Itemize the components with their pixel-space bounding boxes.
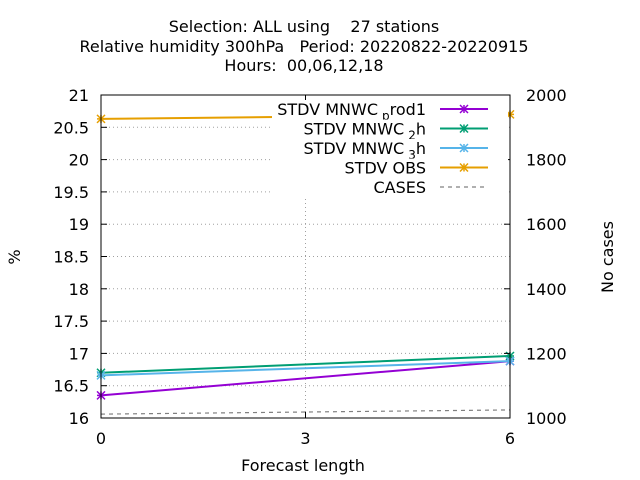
series-line-0 (100, 360, 511, 397)
y2-axis-label: No cases (598, 221, 617, 293)
y2-tick-label: 2000 (526, 86, 567, 105)
y2-tick-label: 1000 (526, 409, 567, 428)
legend-item-bg (272, 178, 508, 198)
y-tick-label: 17.5 (53, 312, 89, 331)
y-tick-label: 17 (69, 344, 89, 363)
legend-label: CASES (373, 178, 426, 197)
legend-item: CASES (272, 178, 508, 198)
axes: 16 16.5 17 17.5 18 18.5 19 19.5 20 20.5 21 0 3 6 1000 1… (53, 86, 566, 448)
legend-item-bg (272, 139, 508, 159)
x-tick-label: 6 (505, 429, 515, 448)
y-tick-label: 21 (69, 86, 89, 105)
y-axis-label: % (5, 249, 24, 264)
legend-item-bg (272, 158, 508, 179)
series-line-2 (100, 360, 511, 377)
legend-item-bg (272, 119, 508, 140)
legend-label: STDV MNWC prod1 (277, 100, 426, 123)
y-tick-label: 18 (69, 280, 89, 299)
y2-tick-label: 1800 (526, 151, 567, 170)
x-axis-label: Forecast length (241, 456, 365, 475)
y-tick-label: 16 (69, 409, 89, 428)
legend-label: STDV MNWC 3h (303, 139, 426, 162)
data-point (459, 104, 469, 114)
legend-item: STDV MNWC 3h (272, 139, 508, 162)
y2-tick-label: 1400 (526, 280, 567, 299)
y-tick-label: 16.5 (53, 377, 89, 396)
y2-tick-label: 1600 (526, 215, 567, 234)
y-tick-label: 20.5 (53, 118, 89, 137)
title-line-2: Relative humidity 300hPa Period: 2022082… (79, 37, 528, 56)
y2-tick-label: 1200 (526, 344, 567, 363)
series-line-1 (100, 354, 511, 374)
legend-item-bg (272, 100, 508, 120)
legend-item: STDV MNWC prod1 (272, 100, 508, 123)
y-tick-label: 19.5 (53, 183, 89, 202)
title-line-1: Selection: ALL using 27 stations (169, 17, 439, 36)
legend-item: STDV OBS (272, 158, 508, 179)
legend-label: STDV OBS (345, 159, 426, 178)
legend-item: STDV MNWC 2h (272, 119, 508, 143)
legend-label: STDV MNWC 2h (303, 120, 426, 143)
chart-title: Selection: ALL using 27 stations Relativ… (79, 17, 528, 75)
title-line-3: Hours: 00,06,12,18 (224, 56, 383, 75)
x-tick-label: 3 (300, 429, 310, 448)
data-point (459, 123, 469, 134)
y-tick-label: 18.5 (53, 248, 89, 267)
x-tick-label: 0 (96, 429, 106, 448)
data-point (459, 162, 469, 173)
y-tick-label: 20 (69, 151, 89, 170)
y-tick-label: 19 (69, 215, 89, 234)
data-point (459, 143, 469, 153)
